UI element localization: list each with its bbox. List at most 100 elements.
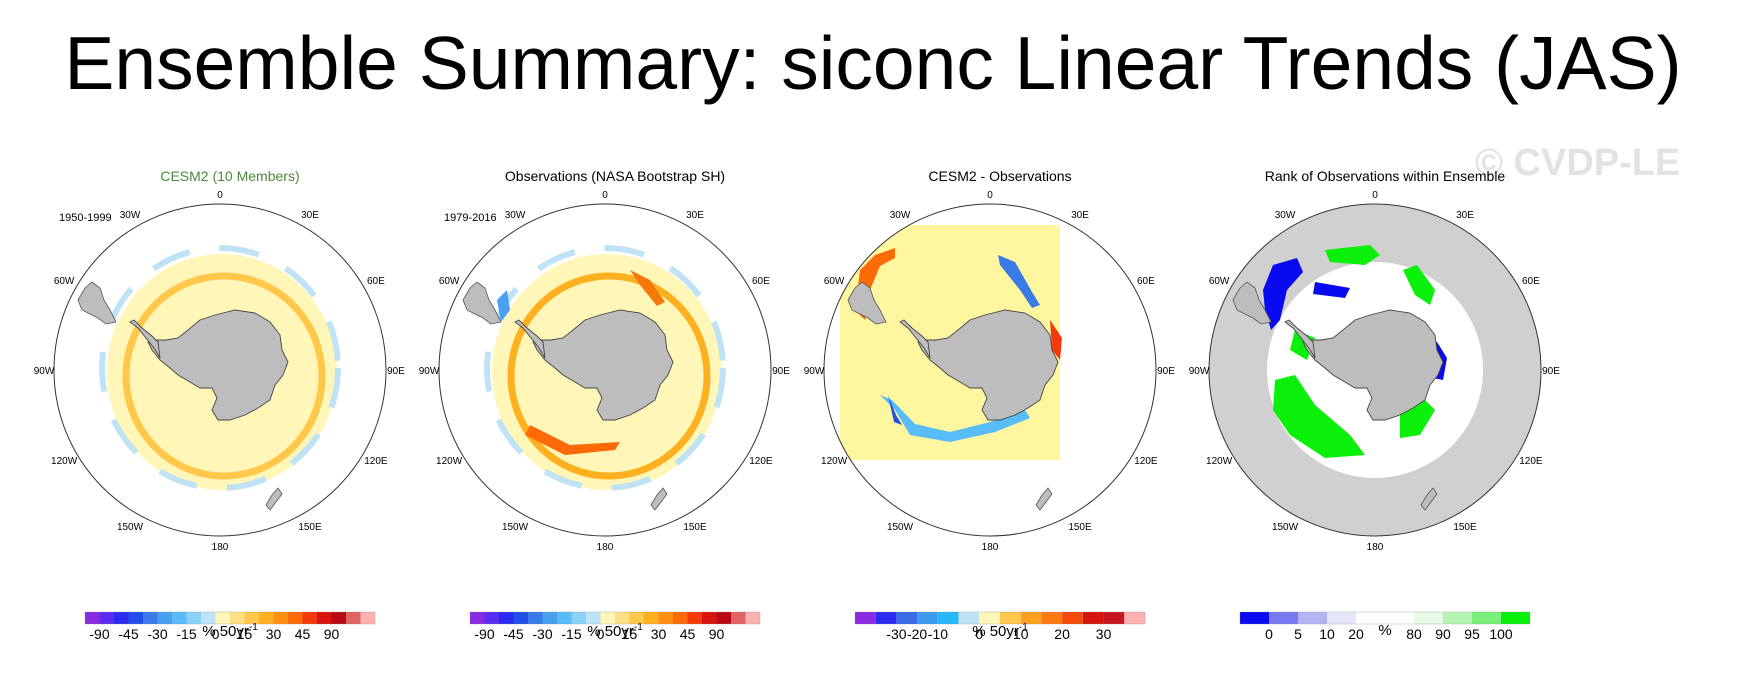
panel-rank-observations: Rank of Observations within Ensemble 0 30…: [1170, 160, 1600, 660]
colorbar-swatch: [1082, 612, 1104, 624]
colorbar-frame: [84, 611, 376, 625]
map-group: 0 30E 60E 90E 120E 150E 180 150W 120W 90W 60W 30W: [1189, 190, 1561, 553]
units-text: % 50yr: [587, 623, 634, 640]
panel-title: Rank of Observations within Ensemble: [1264, 168, 1506, 184]
longitude-label: 150W: [117, 522, 144, 533]
longitude-label: 30W: [120, 210, 141, 221]
colorbar-tick-label: 45: [295, 626, 311, 642]
units-exponent: -1: [633, 622, 643, 633]
map-border: [1208, 203, 1542, 537]
colorbar-swatch: [629, 612, 644, 624]
map-border: [53, 203, 387, 537]
period-label: 1979-2016: [444, 212, 497, 224]
units-text: % 50yr: [202, 623, 249, 640]
colorbar-swatch: [230, 612, 245, 624]
colorbar-swatch: [586, 612, 601, 624]
positive-trend-ring: [122, 272, 326, 480]
colorbar-tick-label: 20: [1348, 626, 1364, 642]
colorbar-units: % 50yr-1: [15, 622, 445, 640]
colorbar-swatch: [937, 612, 959, 624]
longitude-label: 180: [212, 542, 229, 553]
longitude-label: 180: [1367, 542, 1384, 553]
longitude-label: 60W: [54, 276, 75, 287]
colorbar-tick-label: 45: [680, 626, 696, 642]
colorbar-swatch: [600, 612, 615, 624]
colorbar-swatch: [1472, 612, 1501, 624]
colorbar-swatch: [1269, 612, 1298, 624]
colorbar-tick-label: 10: [1013, 626, 1029, 642]
longitude-label: 150W: [502, 522, 529, 533]
longitude-label: 180: [982, 542, 999, 553]
antarctica-land: [1302, 309, 1444, 421]
panel-title: CESM2 - Observations: [928, 168, 1072, 184]
colorbar-tick-label: 90: [709, 626, 725, 642]
watermark-text: © CVDP-LE: [1475, 142, 1681, 184]
polar-map: 0 30E 60E 90E 120E 150E 180 150W 120W 90W 60W 30W: [419, 190, 791, 553]
colorbar-tick-label: 90: [1435, 626, 1451, 642]
colorbar-tick-label: -10: [928, 626, 948, 642]
units-exponent: -1: [1018, 622, 1028, 633]
colorbar-swatch: [571, 612, 586, 624]
colorbar-swatch: [958, 612, 980, 624]
panel-observations: Observations (NASA Bootstrap SH) 1979-20…: [400, 160, 830, 660]
colorbar-swatch: [875, 612, 897, 624]
colorbar-tick-label: -30: [147, 626, 167, 642]
map-group: 0 30E 60E 90E 120E 150E 180 150W 120W 90W 60W 30W: [804, 190, 1176, 553]
longitude-label: 30W: [1275, 210, 1296, 221]
colorbar: 0 5 10 20 80 90 95 100: [1239, 611, 1531, 642]
longitude-label: 120E: [364, 456, 388, 467]
panel-title: CESM2 (10 Members): [160, 168, 300, 184]
colorbar-swatch: [513, 612, 528, 624]
colorbar-swatch: [644, 612, 659, 624]
longitude-label: 60W: [1209, 276, 1230, 287]
colorbar-swatch: [346, 612, 361, 624]
longitude-label: 60E: [1137, 276, 1155, 287]
colorbar-tick-label: -90: [89, 626, 109, 642]
colorbar-tick-label: 0: [597, 626, 605, 642]
colorbar-swatch: [215, 612, 230, 624]
panel-cesm2-minus-observations: CESM2 - Observations 0 30E 60E 90E 120E 150E 1…: [785, 160, 1215, 660]
longitude-label: 0: [217, 190, 223, 201]
longitude-label: 60E: [1522, 276, 1540, 287]
colorbar-swatch: [201, 612, 216, 624]
map-group: 0 30E 60E 90E 120E 150E 180 150W 120W 90W 60W 30W: [34, 190, 406, 553]
new-zealand-land: [1420, 487, 1438, 511]
antarctic-peninsula-land: [514, 319, 546, 359]
units-text: % 50yr: [972, 623, 1019, 640]
colorbar-tick-label: -20: [907, 626, 927, 642]
panel-cesm2-members: CESM2 (10 Members) 1950-1999 0 30E 60E 90E 1…: [15, 160, 445, 660]
colorbar-swatch: [484, 612, 499, 624]
positive-trend-band: [525, 425, 620, 455]
longitude-label: 60E: [367, 276, 385, 287]
longitude-label: 90W: [419, 366, 440, 377]
page-title: Ensemble Summary: siconc Linear Trends (…: [64, 21, 1682, 105]
map-field: [840, 225, 1062, 511]
colorbar-swatch: [172, 612, 187, 624]
panel-title: Observations (NASA Bootstrap SH): [504, 168, 726, 184]
colorbar-swatch: [259, 612, 274, 624]
colorbar: -30 -20 -10 0 10 20 30: [854, 611, 1146, 642]
colorbar-tick-label: 90: [324, 626, 340, 642]
high-rank-patch: [1273, 375, 1365, 458]
colorbar-swatch: [1414, 612, 1443, 624]
colorbar-swatch: [1020, 612, 1042, 624]
colorbar-tick-label: 30: [1096, 626, 1112, 642]
colorbar-tick-label: 0: [1265, 626, 1273, 642]
colorbar-swatch: [273, 612, 288, 624]
negative-trend-band: [497, 290, 510, 322]
colorbar-tick-label: 100: [1489, 626, 1513, 642]
colorbar-swatch: [1327, 612, 1356, 624]
colorbar-swatch: [186, 612, 201, 624]
longitude-label: 30W: [505, 210, 526, 221]
longitude-label: 90E: [387, 366, 405, 377]
colorbar-tick-label: -15: [561, 626, 581, 642]
longitude-label: 150E: [1453, 522, 1477, 533]
polar-map: 0 30E 60E 90E 120E 150E 180 150W 120W 90W 60W 30W: [804, 190, 1176, 553]
longitude-label: 60W: [439, 276, 460, 287]
colorbar-tick-label: 20: [1054, 626, 1070, 642]
positive-trend-band: [630, 270, 665, 306]
colorbar-swatch: [687, 612, 702, 624]
colorbar-swatch: [1298, 612, 1327, 624]
longitude-label: 30E: [301, 210, 319, 221]
colorbar-swatch: [360, 612, 375, 624]
